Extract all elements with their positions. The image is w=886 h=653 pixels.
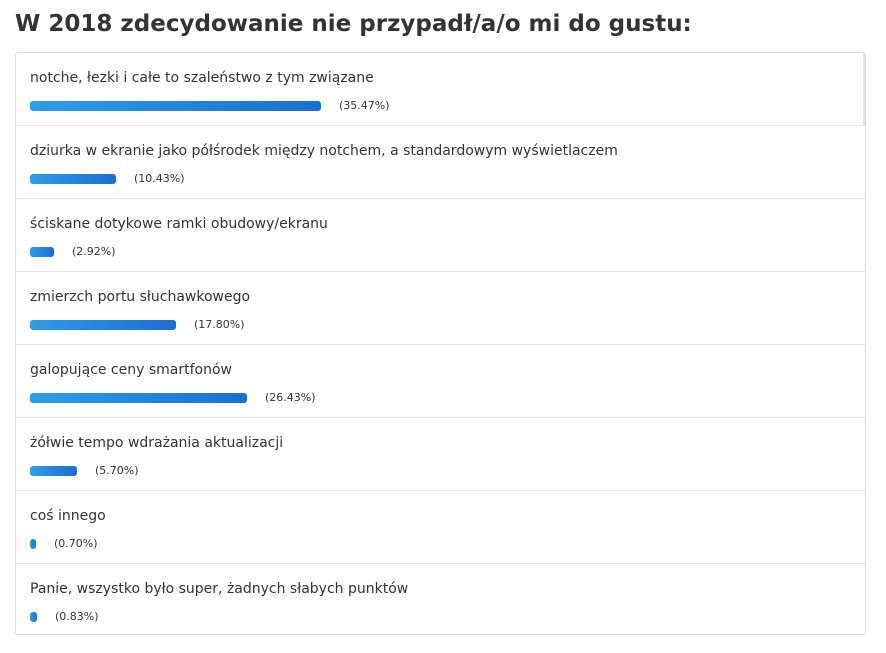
poll-option-label: coś innego: [30, 508, 106, 524]
poll-option-percent: (5.70%): [95, 463, 139, 477]
poll-option-result: (5.70%): [30, 463, 139, 477]
poll-option-result: (10.43%): [30, 171, 185, 185]
poll-option: dziurka w ekranie jako półśrodek między …: [16, 126, 865, 199]
poll-option-label: dziurka w ekranie jako półśrodek między …: [30, 143, 618, 159]
poll-option-bar: [30, 173, 116, 184]
poll-option: ściskane dotykowe ramki obudowy/ekranu (2…: [16, 199, 865, 272]
poll-title: W 2018 zdecydowanie nie przypadł/a/o mi …: [15, 11, 692, 37]
poll-option-result: (0.83%): [30, 609, 99, 623]
poll-option: Panie, wszystko było super, żadnych słab…: [16, 564, 865, 634]
poll-option-bar: [30, 465, 77, 476]
poll-option-result: (17.80%): [30, 317, 245, 331]
poll-option-percent: (0.83%): [55, 609, 99, 623]
poll-option-percent: (35.47%): [339, 98, 390, 112]
poll-option-label: ściskane dotykowe ramki obudowy/ekranu: [30, 216, 328, 232]
poll-option-label: galopujące ceny smartfonów: [30, 362, 232, 378]
poll-option-result: (0.70%): [30, 536, 98, 550]
poll-option-bar: [30, 100, 321, 111]
poll-option-result: (26.43%): [30, 390, 316, 404]
poll-option-bar: [30, 392, 247, 403]
poll-option-bar: [30, 246, 54, 257]
poll-option-label: notche, łezki i całe to szaleństwo z tym…: [30, 70, 374, 86]
poll-option: galopujące ceny smartfonów (26.43%): [16, 345, 865, 418]
poll-option-percent: (0.70%): [54, 536, 98, 550]
poll-options-list: notche, łezki i całe to szaleństwo z tym…: [16, 53, 865, 634]
poll-option: notche, łezki i całe to szaleństwo z tym…: [16, 53, 865, 126]
poll-option-label: zmierzch portu słuchawkowego: [30, 289, 251, 305]
poll-option-label: Panie, wszystko było super, żadnych słab…: [30, 581, 409, 597]
poll-option-result: (35.47%): [30, 98, 390, 112]
poll-option-percent: (2.92%): [72, 244, 116, 258]
poll-option-percent: (10.43%): [134, 171, 185, 185]
poll-option: coś innego (0.70%): [16, 491, 865, 564]
poll-option-bar: [30, 611, 37, 622]
poll-option-percent: (26.43%): [265, 390, 316, 404]
poll-option-label: żółwie tempo wdrażania aktualizacji: [30, 435, 284, 451]
poll-option-percent: (17.80%): [194, 317, 245, 331]
poll-option-result: (2.92%): [30, 244, 116, 258]
poll-option: żółwie tempo wdrażania aktualizacji (5.70…: [16, 418, 865, 491]
poll-option: zmierzch portu słuchawkowego (17.80%): [16, 272, 865, 345]
poll-results-box: notche, łezki i całe to szaleństwo z tym…: [15, 52, 866, 635]
poll-option-bar: [30, 319, 176, 330]
scrollbar-track[interactable]: [863, 53, 865, 126]
poll-option-bar: [30, 538, 36, 549]
